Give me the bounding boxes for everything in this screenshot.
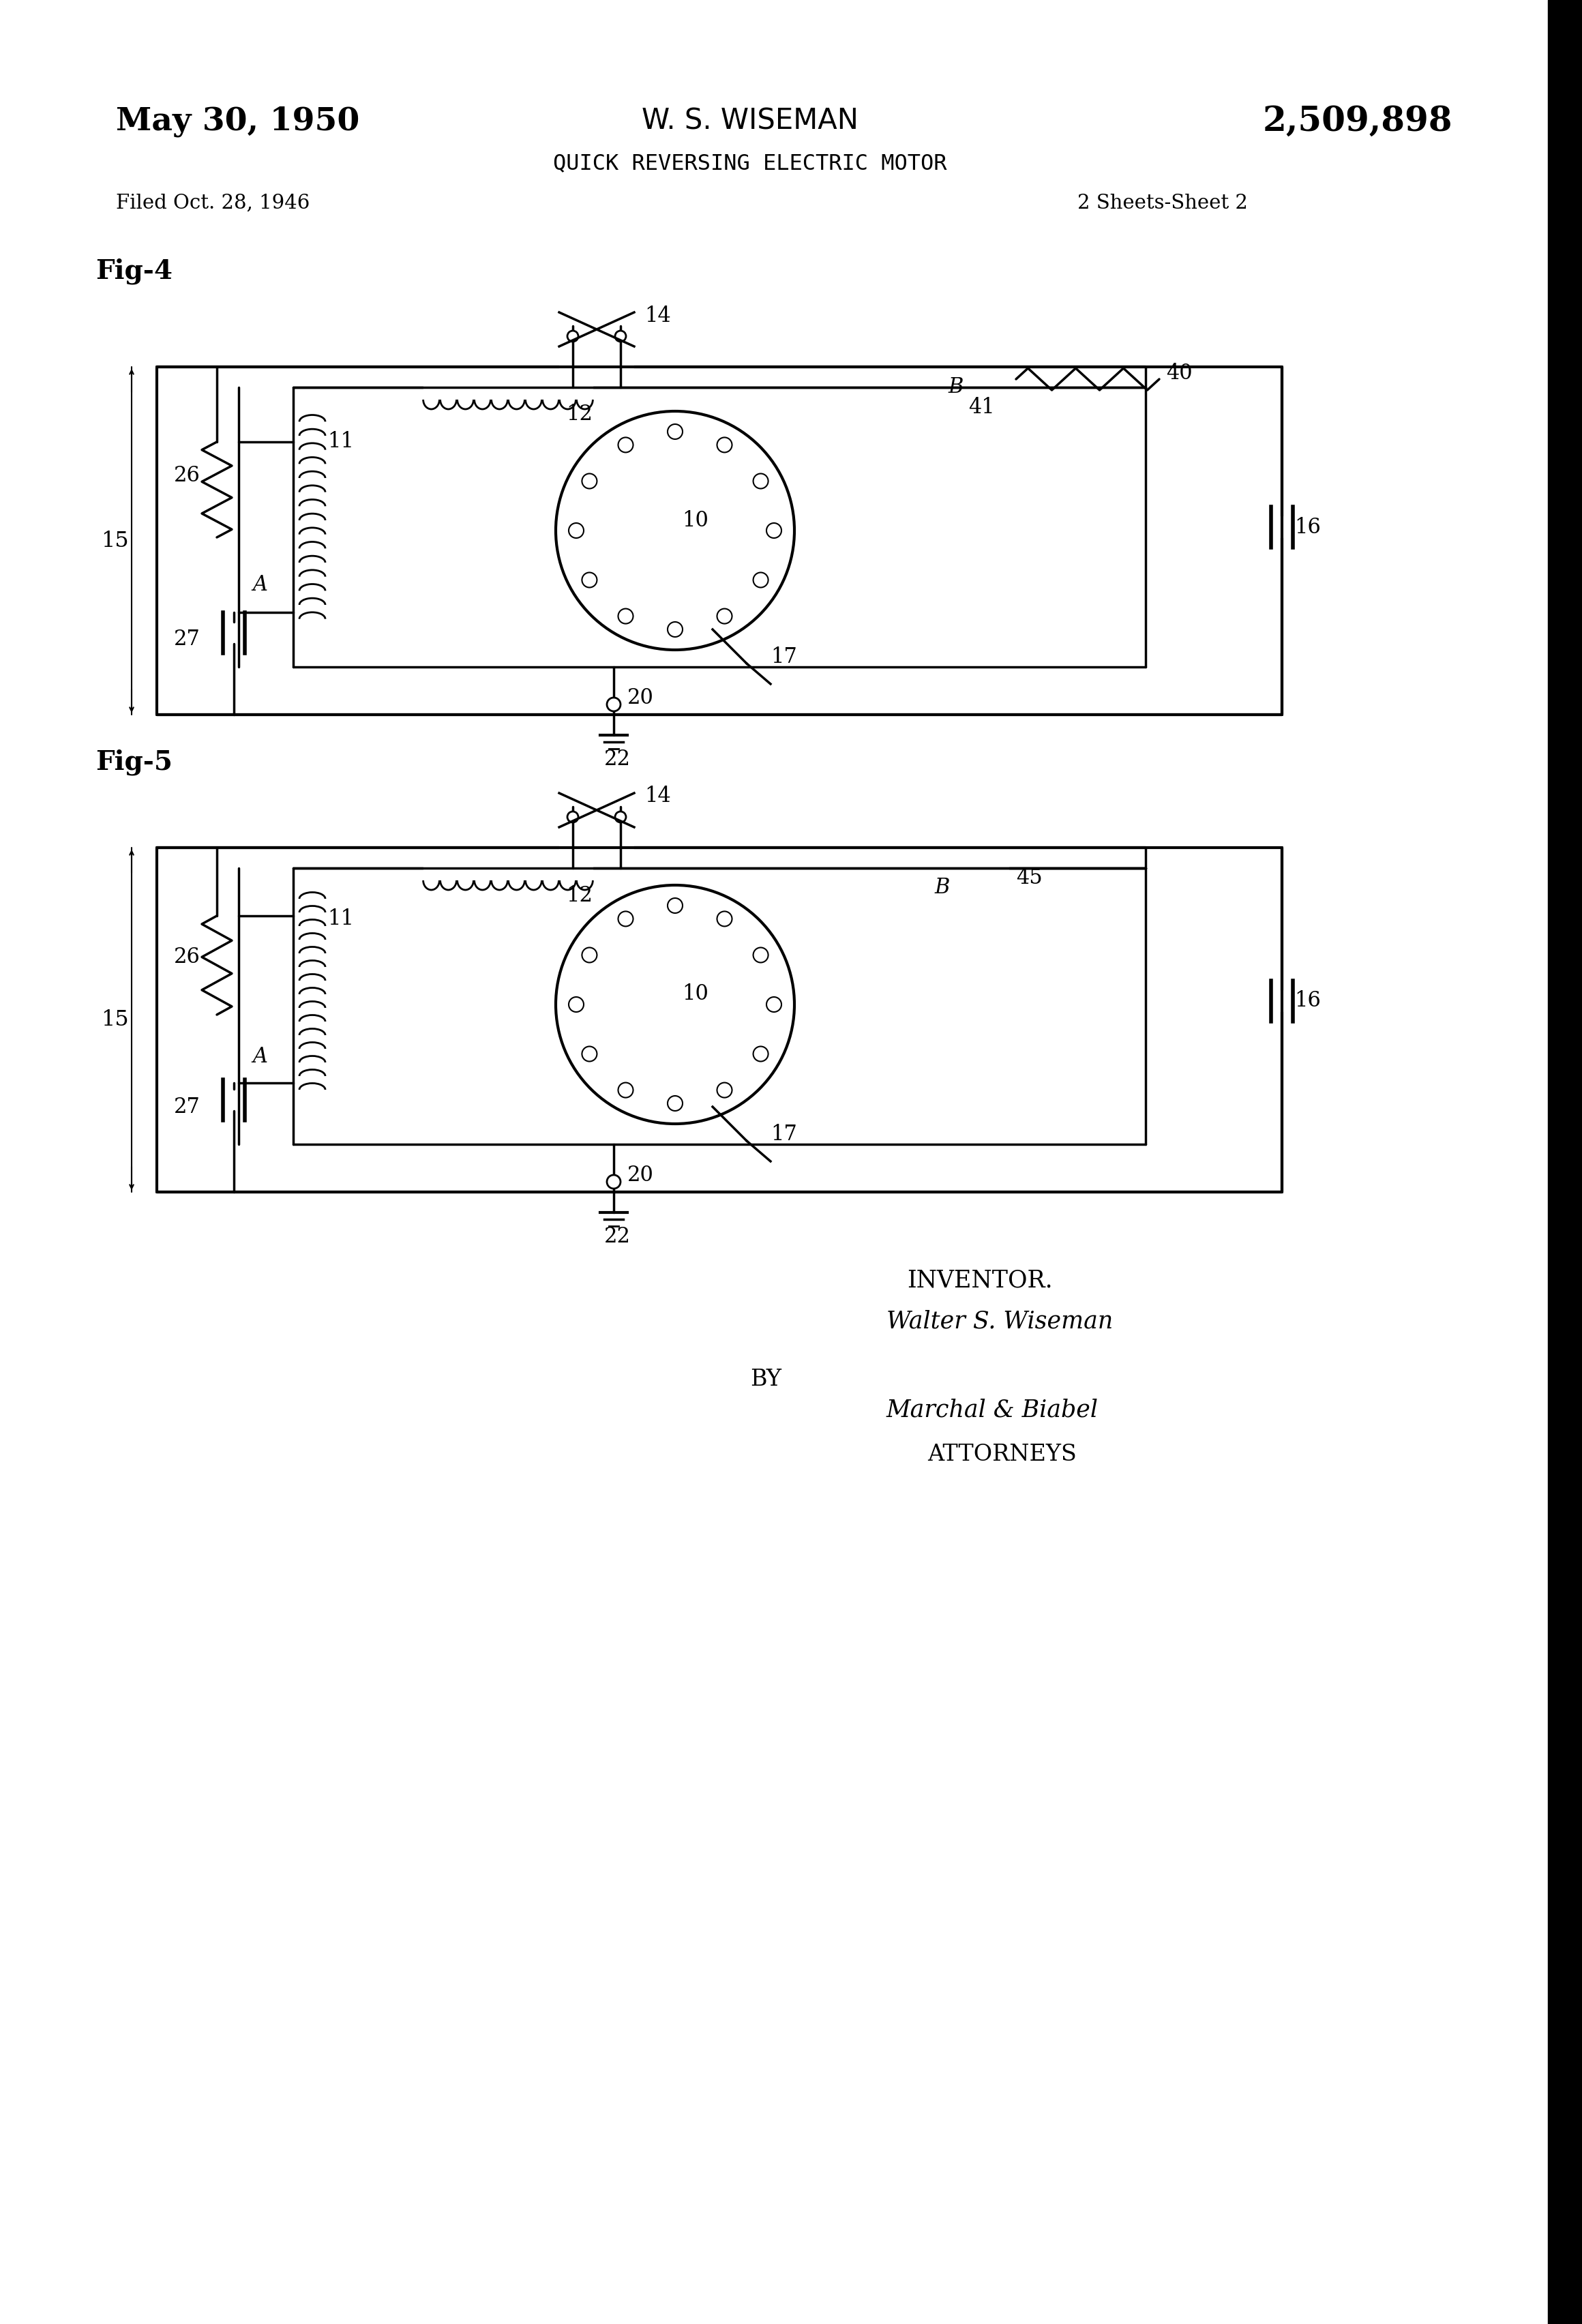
Circle shape — [582, 1046, 596, 1062]
Circle shape — [668, 897, 682, 913]
Circle shape — [607, 1176, 620, 1188]
Text: 14: 14 — [644, 786, 671, 806]
Text: Marchal & Biabel: Marchal & Biabel — [886, 1399, 1098, 1422]
Text: 2 Sheets-Sheet 2: 2 Sheets-Sheet 2 — [1077, 193, 1248, 214]
Circle shape — [555, 885, 794, 1125]
Text: B: B — [948, 376, 963, 397]
Text: INVENTOR.: INVENTOR. — [906, 1269, 1052, 1292]
Circle shape — [555, 411, 794, 651]
Circle shape — [568, 997, 584, 1011]
Circle shape — [753, 474, 769, 488]
Circle shape — [668, 1097, 682, 1111]
Text: 12: 12 — [566, 885, 593, 906]
Text: 22: 22 — [604, 748, 630, 769]
Text: Fig-5: Fig-5 — [95, 748, 172, 776]
Text: A: A — [252, 574, 267, 595]
Text: 17: 17 — [770, 1122, 797, 1146]
Circle shape — [615, 811, 626, 823]
Text: 11: 11 — [327, 909, 354, 930]
Circle shape — [568, 811, 579, 823]
Circle shape — [619, 911, 633, 927]
Circle shape — [766, 997, 782, 1011]
Circle shape — [717, 437, 732, 453]
Circle shape — [753, 572, 769, 588]
Circle shape — [753, 1046, 769, 1062]
Circle shape — [619, 1083, 633, 1097]
Text: 10: 10 — [682, 983, 709, 1004]
Text: 26: 26 — [174, 465, 201, 486]
Circle shape — [568, 523, 584, 539]
Circle shape — [668, 425, 682, 439]
Text: 40: 40 — [1166, 363, 1193, 383]
Text: 2,509,898: 2,509,898 — [1262, 105, 1452, 137]
Text: Walter S. Wiseman: Walter S. Wiseman — [886, 1311, 1114, 1334]
Circle shape — [717, 609, 732, 623]
Circle shape — [568, 330, 579, 342]
Text: 20: 20 — [628, 1164, 653, 1185]
Text: May 30, 1950: May 30, 1950 — [115, 105, 359, 137]
Text: 14: 14 — [644, 304, 671, 325]
Text: 12: 12 — [566, 404, 593, 425]
Text: 20: 20 — [628, 688, 653, 709]
Text: B: B — [935, 876, 949, 897]
Circle shape — [582, 948, 596, 962]
Text: ATTORNEYS: ATTORNEYS — [927, 1443, 1077, 1466]
Circle shape — [619, 609, 633, 623]
Text: 17: 17 — [770, 646, 797, 667]
Circle shape — [717, 911, 732, 927]
Text: 16: 16 — [1294, 990, 1321, 1011]
Circle shape — [582, 474, 596, 488]
Circle shape — [753, 948, 769, 962]
Text: QUICK REVERSING ELECTRIC MOTOR: QUICK REVERSING ELECTRIC MOTOR — [554, 153, 948, 174]
Circle shape — [619, 437, 633, 453]
Circle shape — [717, 1083, 732, 1097]
Text: Filed Oct. 28, 1946: Filed Oct. 28, 1946 — [115, 193, 310, 214]
Circle shape — [615, 330, 626, 342]
Text: 27: 27 — [174, 1097, 201, 1118]
Circle shape — [668, 623, 682, 637]
Circle shape — [607, 697, 620, 711]
Circle shape — [766, 523, 782, 539]
Text: 15: 15 — [101, 530, 128, 551]
Text: 41: 41 — [968, 397, 995, 418]
Text: 26: 26 — [174, 946, 201, 967]
Text: 27: 27 — [174, 630, 201, 651]
Text: 11: 11 — [327, 432, 354, 453]
Text: 10: 10 — [682, 509, 709, 530]
Text: 16: 16 — [1294, 516, 1321, 537]
Text: W. S. WISEMAN: W. S. WISEMAN — [642, 107, 859, 135]
Text: 45: 45 — [1016, 867, 1043, 888]
Text: 15: 15 — [101, 1009, 128, 1030]
Text: 22: 22 — [604, 1225, 630, 1248]
Text: BY: BY — [750, 1369, 782, 1390]
Text: Fig-4: Fig-4 — [95, 258, 172, 284]
Text: A: A — [252, 1046, 267, 1067]
Circle shape — [582, 572, 596, 588]
